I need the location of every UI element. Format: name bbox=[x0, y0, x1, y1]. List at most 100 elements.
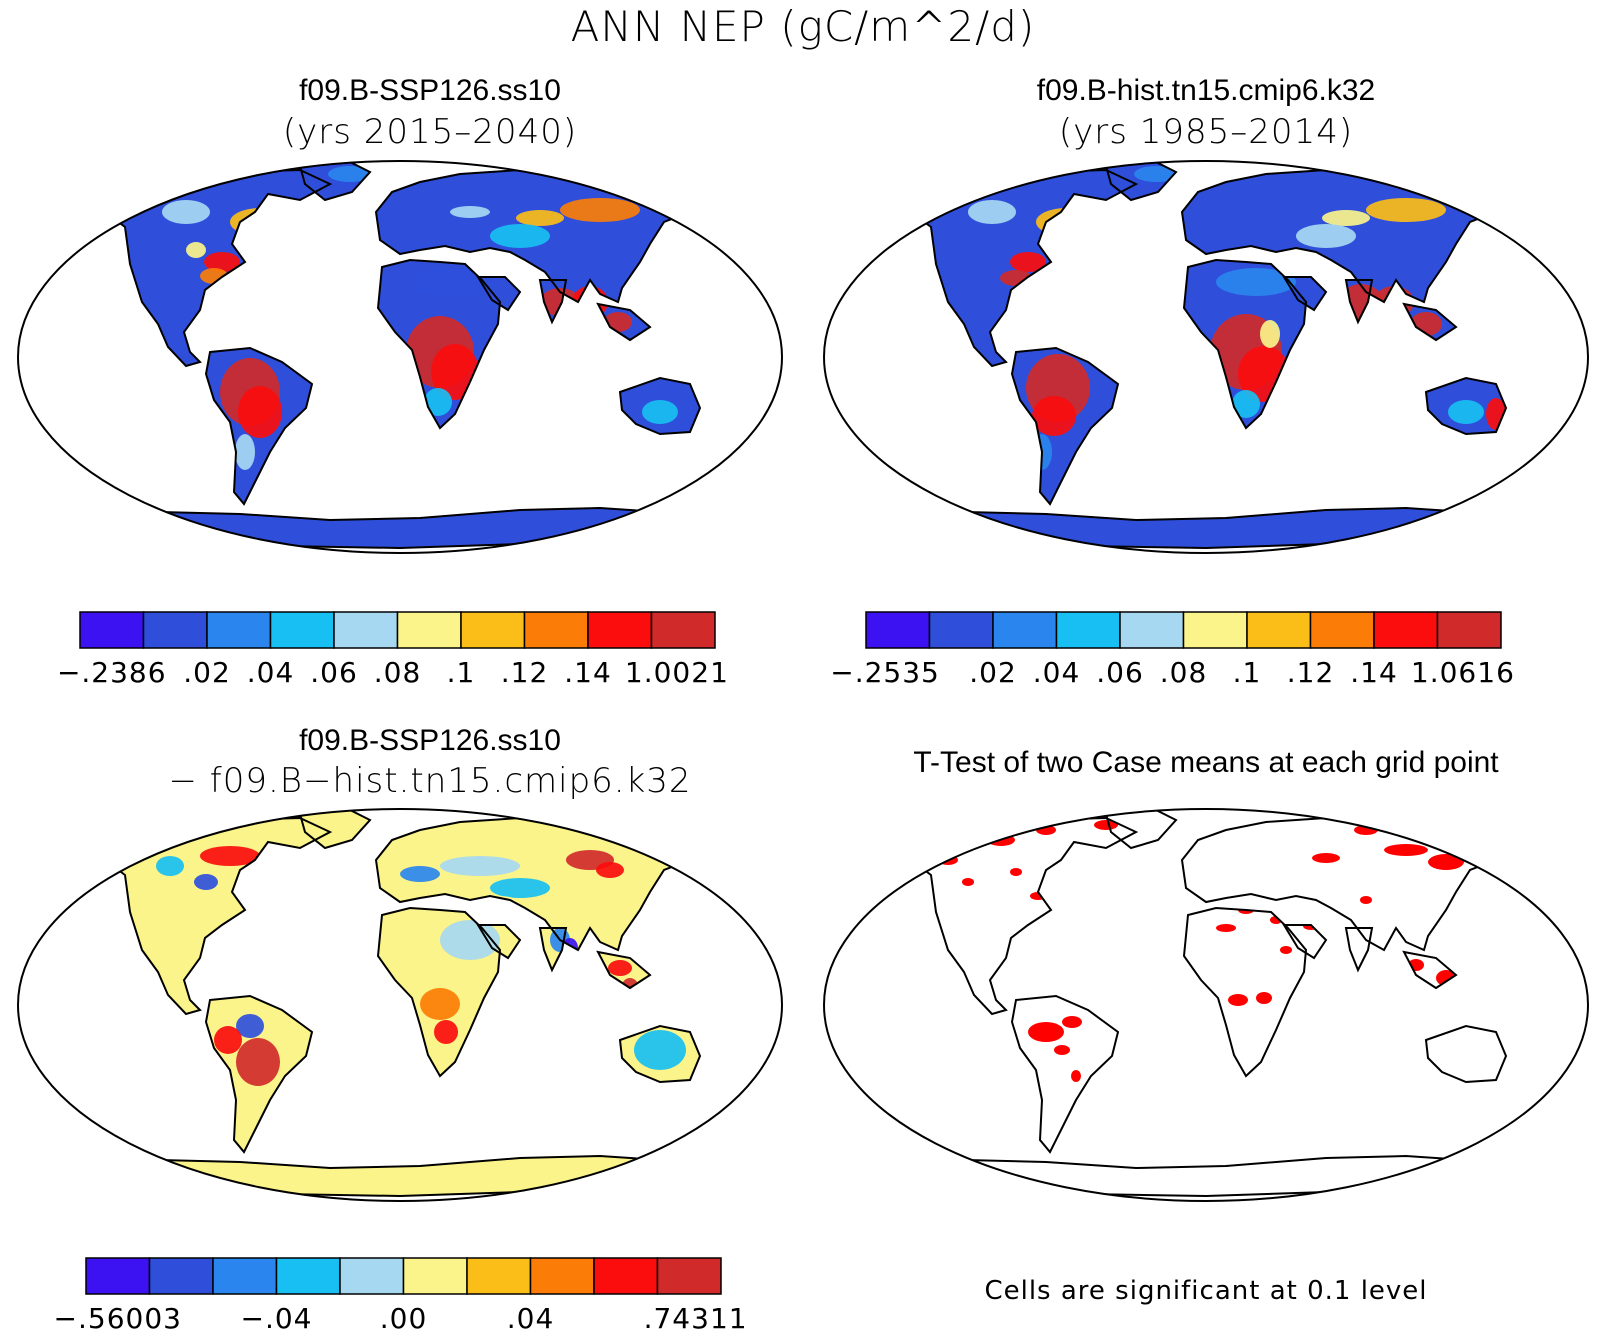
field-patch bbox=[1260, 320, 1280, 348]
coastline-arabia bbox=[476, 924, 522, 960]
coastline-seasia bbox=[1402, 950, 1458, 990]
panel-3-map bbox=[17, 808, 783, 1202]
colorbar-label: −.56003 bbox=[54, 1302, 182, 1335]
colorbar-label: .06 bbox=[310, 656, 358, 689]
significant-cell bbox=[1360, 896, 1372, 904]
colorbar-label: −.04 bbox=[241, 1302, 313, 1335]
field-patch bbox=[328, 166, 372, 182]
coastline-eurasia bbox=[374, 812, 702, 952]
land-fill-group bbox=[70, 162, 700, 548]
colorbar-box bbox=[1436, 611, 1502, 649]
colorbar-box bbox=[1309, 611, 1375, 649]
landmass-africa bbox=[1184, 908, 1306, 1076]
significant-cell bbox=[962, 878, 974, 886]
field-patch bbox=[1322, 210, 1370, 226]
colorbar-box bbox=[142, 611, 208, 649]
colorbar-box bbox=[1246, 611, 1312, 649]
panel-3-colorbar: −.56003 −.04 .00 .04 .74311 bbox=[54, 1257, 748, 1335]
significant-cell bbox=[1428, 854, 1464, 870]
landmass-australia bbox=[1426, 1026, 1506, 1082]
coastline-india bbox=[538, 279, 568, 325]
colorbar-box bbox=[333, 611, 399, 649]
field-patch bbox=[222, 932, 250, 968]
colorbar-label: .08 bbox=[1160, 656, 1208, 689]
landmass-namerica bbox=[876, 170, 1136, 366]
field-patch bbox=[596, 862, 624, 878]
significant-cell bbox=[1498, 839, 1506, 849]
colorbar-label: .14 bbox=[564, 656, 612, 689]
significant-cell bbox=[1450, 904, 1462, 916]
field-patch bbox=[400, 866, 440, 882]
colorbar-label: .74311 bbox=[644, 1302, 748, 1335]
coastline-samerica bbox=[1010, 994, 1120, 1154]
colorbar-box bbox=[402, 1257, 468, 1295]
colorbar-box bbox=[523, 611, 589, 649]
coastline-seasia bbox=[1402, 302, 1458, 342]
colorbar-box bbox=[650, 611, 716, 649]
coastline-india bbox=[1344, 927, 1374, 973]
field-patch bbox=[1366, 198, 1446, 222]
field-patch bbox=[440, 920, 500, 960]
field-patch bbox=[1134, 166, 1178, 182]
colorbar-box bbox=[865, 611, 931, 649]
coastline-africa bbox=[376, 906, 502, 1078]
significant-cell bbox=[1010, 868, 1022, 876]
coastline-africa bbox=[1182, 258, 1308, 430]
significant-cell bbox=[1312, 853, 1340, 863]
colorbar-box bbox=[992, 611, 1058, 649]
significant-cell bbox=[1216, 924, 1236, 932]
colorbar-box bbox=[460, 611, 526, 649]
colorbar-box bbox=[1119, 611, 1185, 649]
coastline-arabia bbox=[476, 276, 522, 312]
field-patch bbox=[194, 874, 218, 890]
field-patch bbox=[634, 1030, 686, 1070]
panel-2-title: f09.B-hist.tn15.cmip6.k32 bbox=[1036, 74, 1376, 107]
panel-3-title: f09.B-SSP126.ss10 bbox=[299, 724, 561, 757]
colorbar-label: 1.0021 bbox=[625, 656, 729, 689]
colorbar-box bbox=[656, 1257, 722, 1295]
field-patch bbox=[968, 200, 1016, 224]
panel-3-subtitle: − f09.B−hist.tn15.cmip6.k32 bbox=[168, 761, 692, 801]
coastline-eurasia bbox=[1180, 164, 1508, 304]
significant-cell bbox=[1256, 992, 1272, 1004]
panel-4-footnote: Cells are significant at 0.1 level bbox=[984, 1276, 1428, 1306]
colorbar-label: .12 bbox=[1287, 656, 1335, 689]
coastline-australia bbox=[618, 1024, 702, 1084]
colorbar-box bbox=[79, 611, 145, 649]
colorbar-label: .02 bbox=[183, 656, 231, 689]
colorbar-box bbox=[1182, 611, 1248, 649]
coastline-seasia bbox=[596, 950, 652, 990]
field-patch bbox=[434, 1020, 458, 1044]
landmass-arabia bbox=[1284, 925, 1326, 958]
panel-2-map bbox=[823, 160, 1589, 554]
panel-4-title: T-Test of two Case means at each grid po… bbox=[913, 746, 1499, 779]
significant-cell bbox=[1484, 980, 1500, 992]
colorbar-label: −.2535 bbox=[830, 656, 940, 689]
map-boundary bbox=[823, 160, 1589, 554]
significant-cell bbox=[1466, 874, 1486, 886]
field-patch bbox=[420, 988, 460, 1020]
coastline-arabia bbox=[1282, 276, 1328, 312]
colorbar-label: .1 bbox=[1233, 656, 1262, 689]
map-boundary bbox=[17, 160, 783, 554]
field-patch bbox=[450, 206, 490, 218]
map-boundary bbox=[823, 808, 1589, 1202]
map-boundary bbox=[17, 808, 783, 1202]
colorbar-box bbox=[1373, 611, 1439, 649]
field-patch bbox=[214, 1026, 242, 1054]
field-patch bbox=[1010, 252, 1046, 272]
field-patch bbox=[1448, 400, 1484, 424]
field-patch bbox=[204, 252, 240, 272]
coastline-africa bbox=[376, 258, 502, 430]
colorbar-box bbox=[212, 1257, 278, 1295]
panel-1-colorbar: −.2386 .02 .04 .06 .08 .1 .12 .14 1.0021 bbox=[57, 611, 729, 689]
field-patch bbox=[1296, 224, 1356, 248]
land-fill-group bbox=[70, 810, 700, 1196]
field-patch bbox=[238, 386, 282, 438]
field-patch bbox=[1232, 390, 1260, 418]
panel-1-map bbox=[17, 160, 783, 554]
landmass-namerica bbox=[70, 818, 330, 1014]
colorbar-box bbox=[466, 1257, 532, 1295]
coastline-samerica bbox=[1010, 346, 1120, 506]
coastline-australia bbox=[1424, 376, 1508, 436]
